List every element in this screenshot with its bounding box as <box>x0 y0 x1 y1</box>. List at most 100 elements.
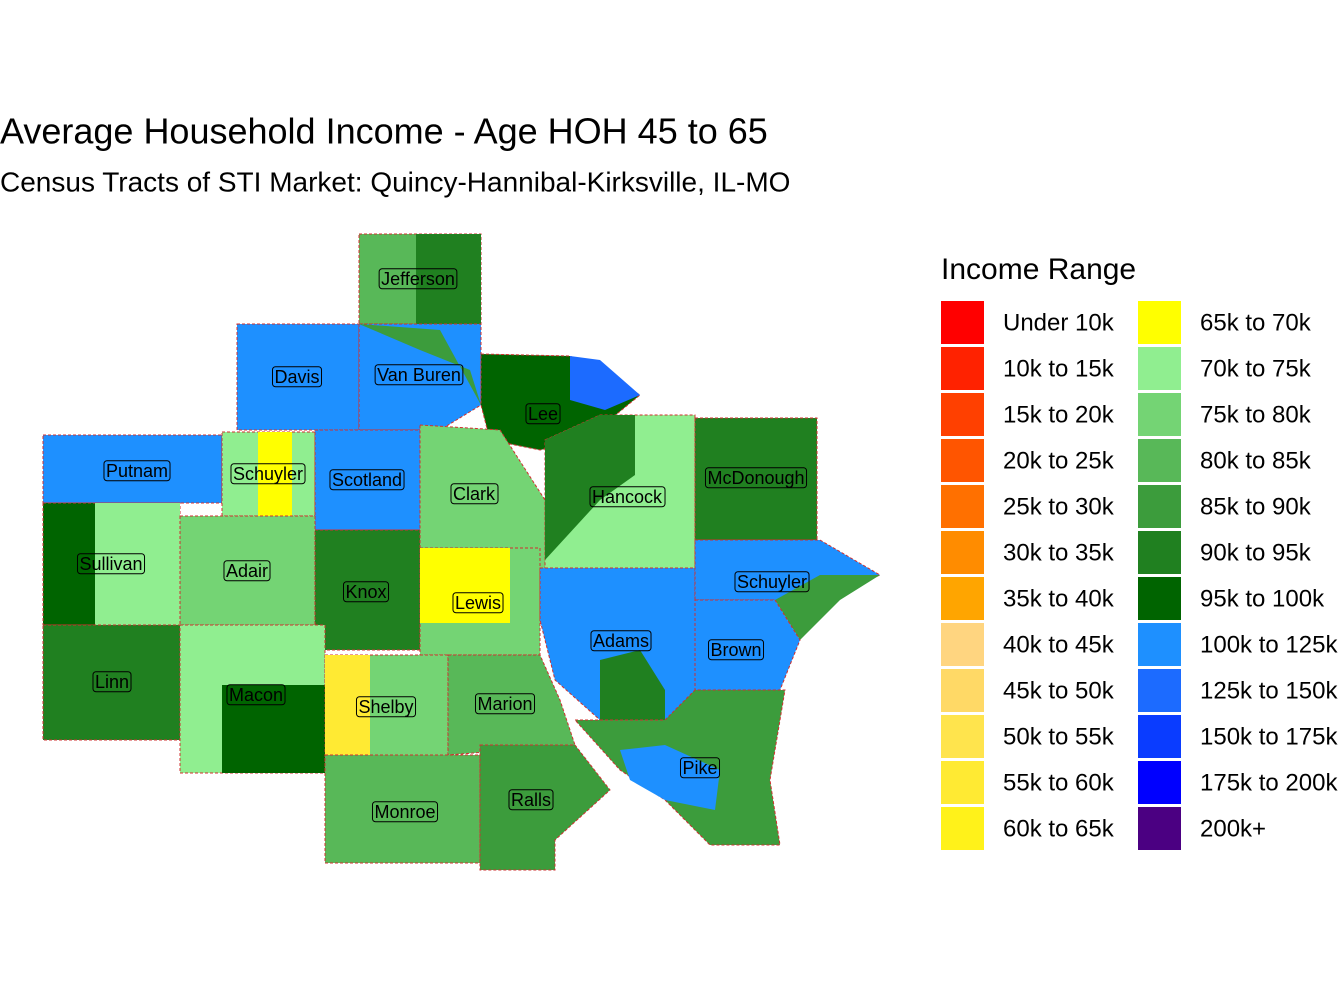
legend-label: 30k to 35k <box>1003 539 1115 566</box>
county-label: Marion <box>474 693 536 715</box>
county-shape <box>570 356 640 410</box>
legend-swatch <box>941 439 984 482</box>
county-shape <box>479 744 611 871</box>
legend-label: 10k to 15k <box>1003 355 1115 382</box>
county-label-box <box>76 553 146 575</box>
legend-label: Under 10k <box>1003 309 1115 336</box>
legend-label: 65k to 70k <box>1200 309 1312 336</box>
county-label-box <box>525 403 561 425</box>
county-label-box <box>679 757 721 779</box>
county-label-box <box>452 592 504 614</box>
county-label: Jefferson <box>378 268 458 290</box>
county-name: Jefferson <box>381 269 455 289</box>
legend-swatch <box>941 577 984 620</box>
county-label-box <box>508 789 554 811</box>
county-label-box <box>734 571 810 593</box>
county-shape <box>447 654 576 756</box>
county-shape <box>42 434 223 504</box>
legend-swatch <box>1138 807 1181 850</box>
legend-label: 80k to 85k <box>1200 447 1312 474</box>
county-label: Clark <box>450 483 499 505</box>
county-name: Macon <box>229 685 283 705</box>
county-name: Sullivan <box>79 554 142 574</box>
legend-swatch <box>941 669 984 712</box>
county-name: Putnam <box>106 461 168 481</box>
county-shape <box>694 599 801 691</box>
county-label-box <box>704 467 808 489</box>
county-label-box <box>378 268 458 290</box>
county-shape <box>694 417 818 541</box>
county-label: Scotland <box>329 469 405 491</box>
county-label: Davis <box>271 366 323 388</box>
county-label: Adair <box>223 560 271 582</box>
legend-swatch <box>1138 347 1181 390</box>
county-label-box <box>342 581 390 603</box>
county-name: Adair <box>226 561 268 581</box>
county-label-box <box>374 364 464 386</box>
legend-swatch <box>941 761 984 804</box>
county-label-box <box>450 483 499 505</box>
county-shape <box>42 624 181 741</box>
county-name: Schuyler <box>737 572 807 592</box>
county-label: Schuyler <box>734 571 810 593</box>
legend-label: 55k to 60k <box>1003 769 1115 796</box>
legend-label: 15k to 20k <box>1003 401 1115 428</box>
legend-swatch <box>941 393 984 436</box>
county-name: Monroe <box>374 802 435 822</box>
county-shape <box>258 432 292 516</box>
legend-swatch <box>941 715 984 758</box>
county-label-box <box>355 696 417 718</box>
county-label: Hancock <box>589 486 666 508</box>
county-label-box <box>474 693 536 715</box>
county-name: Ralls <box>511 790 551 810</box>
legend-swatch <box>1138 761 1181 804</box>
legend-label: 45k to 50k <box>1003 677 1115 704</box>
county-name: Pike <box>682 758 717 778</box>
county-label-box <box>590 630 652 652</box>
legend-label: 70k to 75k <box>1200 355 1312 382</box>
legend-label: 150k to 175k <box>1200 723 1338 750</box>
legend-swatch <box>941 301 984 344</box>
legend-swatch <box>1138 531 1181 574</box>
legend-label: 85k to 90k <box>1200 493 1312 520</box>
county-labels: Jefferson Davis Van Buren Lee Putnam Schuyler… <box>76 268 810 823</box>
county-name: Brown <box>710 640 761 660</box>
legend-title: Income Range <box>941 253 1136 286</box>
county-label: Sullivan <box>76 553 146 575</box>
county-label: Ralls <box>508 789 554 811</box>
county-name: Hancock <box>592 487 663 507</box>
county-shape <box>416 234 481 324</box>
county-shape <box>420 548 510 623</box>
county-label: Linn <box>92 671 132 693</box>
county-shape <box>324 754 481 864</box>
county-label: Schuyler <box>230 463 306 485</box>
county-label: McDonough <box>704 467 808 489</box>
legend-swatch <box>1138 623 1181 666</box>
legend-label: 100k to 125k <box>1200 631 1338 658</box>
county-name: Linn <box>95 672 129 692</box>
county-shape <box>236 323 360 431</box>
county-label: Pike <box>679 757 721 779</box>
legend-swatch <box>941 347 984 390</box>
county-name: Shelby <box>358 697 413 717</box>
county-shapes <box>42 233 882 871</box>
legend-swatch <box>941 807 984 850</box>
legend-swatch <box>1138 577 1181 620</box>
county-label: Macon <box>226 684 286 706</box>
county-name: Schuyler <box>233 464 303 484</box>
county-label: Knox <box>342 581 390 603</box>
county-shape <box>620 745 720 810</box>
legend-swatch <box>941 485 984 528</box>
county-label-box <box>223 560 271 582</box>
county-label: Putnam <box>103 460 171 482</box>
county-label: Brown <box>707 639 765 661</box>
legend-label: 35k to 40k <box>1003 585 1115 612</box>
legend-label: 40k to 45k <box>1003 631 1115 658</box>
county-label: Van Buren <box>374 364 464 386</box>
legend-swatch <box>941 623 984 666</box>
title: Average Household Income - Age HOH 45 to… <box>0 111 768 152</box>
county-shape <box>222 685 325 773</box>
county-label-box <box>707 639 765 661</box>
subtitle: Census Tracts of STI Market: Quincy-Hann… <box>0 166 790 197</box>
county-label: Adams <box>590 630 652 652</box>
